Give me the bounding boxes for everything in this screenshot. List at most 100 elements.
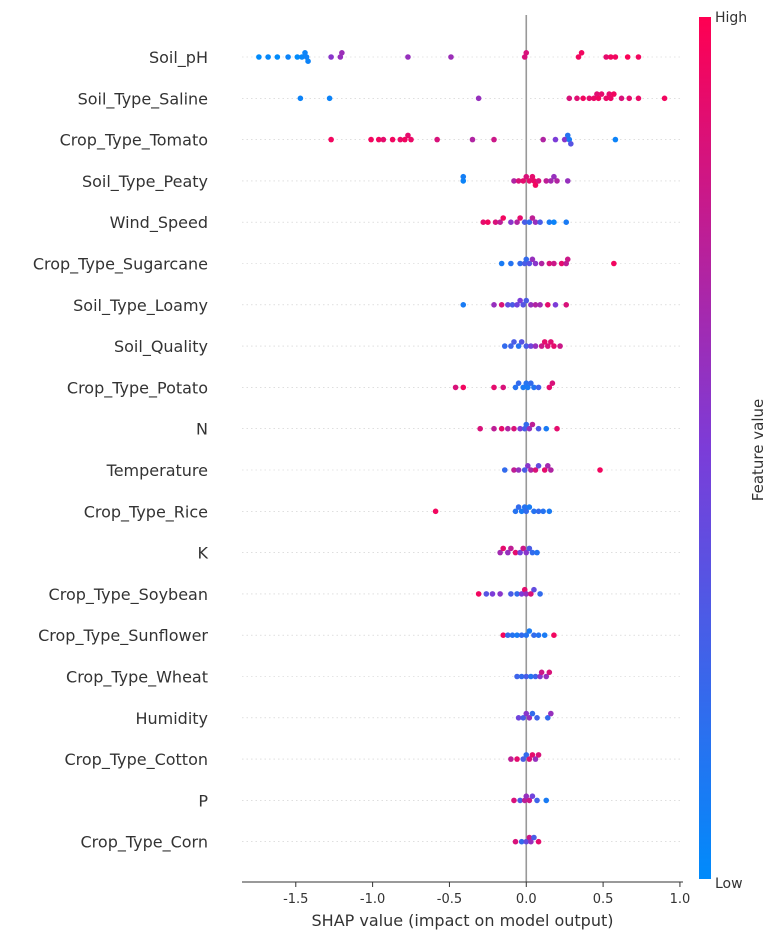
shap-point bbox=[528, 343, 534, 349]
x-tick-label: 0.0 bbox=[516, 892, 537, 907]
shap-point bbox=[339, 50, 345, 56]
shap-point bbox=[508, 545, 514, 552]
shap-point bbox=[563, 302, 570, 308]
x-axis: -1.5 -1.0 -0.5 0.0 0.5 1.0 bbox=[242, 881, 690, 907]
shap-point bbox=[534, 715, 540, 721]
shap-point bbox=[603, 54, 609, 60]
shap-point bbox=[618, 95, 625, 102]
shap-point bbox=[564, 132, 571, 139]
x-axis-label: SHAP value (impact on model output) bbox=[312, 911, 614, 930]
shap-point bbox=[498, 425, 505, 432]
shap-point bbox=[535, 838, 542, 845]
shap-point bbox=[380, 136, 387, 143]
shap-point bbox=[521, 425, 528, 432]
shap-point bbox=[477, 425, 483, 432]
shap-point bbox=[514, 632, 520, 638]
shap-point bbox=[500, 545, 507, 552]
shap-point bbox=[544, 343, 551, 349]
shap-point bbox=[508, 591, 514, 597]
shap-point bbox=[566, 136, 573, 143]
shap-point bbox=[526, 545, 533, 552]
colorbar-title: Feature value bbox=[749, 399, 767, 501]
shap-point bbox=[546, 384, 553, 391]
shap-point bbox=[534, 549, 540, 556]
shap-point bbox=[500, 632, 507, 638]
shap-point bbox=[546, 260, 553, 267]
shap-point bbox=[531, 508, 537, 515]
feature-label: Soil_Quality bbox=[114, 337, 208, 357]
shap-point bbox=[526, 797, 533, 804]
shap-point bbox=[337, 54, 344, 60]
shap-point bbox=[518, 838, 525, 845]
shap-point bbox=[543, 178, 550, 184]
shap-point bbox=[538, 260, 545, 267]
shap-point bbox=[521, 260, 528, 267]
feature-label: Soil_Type_Loamy bbox=[73, 296, 208, 316]
shap-point bbox=[368, 136, 374, 143]
shap-point bbox=[497, 591, 503, 597]
shap-point bbox=[526, 628, 533, 634]
shap-point bbox=[460, 178, 467, 184]
shap-point bbox=[574, 95, 580, 102]
shap-point bbox=[529, 793, 536, 799]
shap-point bbox=[543, 425, 550, 432]
shap-point bbox=[535, 425, 542, 432]
shap-point bbox=[531, 834, 537, 841]
shap-point bbox=[537, 673, 543, 680]
shap-point bbox=[551, 260, 557, 267]
shap-point bbox=[512, 838, 519, 845]
shap-point bbox=[460, 302, 467, 308]
colorbar: High Low Feature value bbox=[699, 10, 767, 892]
shap-point bbox=[544, 302, 551, 308]
shap-point bbox=[529, 173, 536, 180]
shap-point bbox=[520, 545, 526, 552]
shap-point bbox=[523, 591, 530, 597]
shap-point bbox=[500, 215, 507, 221]
shap-point bbox=[624, 54, 631, 60]
shap-point bbox=[564, 178, 571, 184]
shap-point bbox=[460, 173, 467, 180]
x-tick-label: 0.5 bbox=[593, 892, 614, 907]
feature-label: Crop_Type_Corn bbox=[81, 833, 209, 853]
shap-point bbox=[518, 339, 525, 345]
shap-point bbox=[297, 95, 304, 102]
shap-point bbox=[497, 549, 503, 556]
shap-point bbox=[564, 256, 571, 263]
shap-point bbox=[595, 95, 602, 102]
feature-label: Soil_Type_Peaty bbox=[82, 172, 208, 192]
shap-point bbox=[531, 178, 537, 184]
shap-point bbox=[303, 54, 310, 60]
shap-point bbox=[520, 302, 526, 308]
shap-point bbox=[521, 467, 528, 473]
shap-point bbox=[526, 219, 533, 225]
shap-point bbox=[517, 297, 523, 304]
shap-point bbox=[532, 343, 539, 349]
shap-point bbox=[509, 632, 516, 638]
shap-point bbox=[452, 384, 459, 391]
shap-point bbox=[529, 421, 536, 428]
shap-point bbox=[505, 632, 511, 638]
shap-point bbox=[552, 136, 559, 143]
shap-point bbox=[501, 467, 508, 473]
feature-label: Crop_Type_Potato bbox=[67, 378, 208, 398]
shap-point bbox=[607, 95, 614, 102]
shap-point bbox=[546, 508, 553, 515]
shap-point bbox=[509, 302, 516, 308]
shap-point bbox=[515, 178, 522, 184]
shap-point bbox=[528, 467, 534, 473]
shap-point bbox=[328, 54, 334, 60]
shap-point bbox=[508, 756, 514, 762]
shap-point bbox=[523, 50, 530, 56]
shap-point bbox=[594, 91, 600, 97]
feature-label: Soil_pH bbox=[149, 48, 208, 68]
shap-point bbox=[551, 632, 557, 638]
shap-point bbox=[551, 343, 557, 349]
shap-point bbox=[563, 219, 570, 225]
shap-point bbox=[469, 136, 476, 143]
shap-point bbox=[591, 95, 597, 102]
feature-label: Temperature bbox=[106, 461, 208, 480]
shap-point bbox=[274, 54, 281, 60]
shap-point bbox=[508, 219, 514, 225]
feature-labels: Soil_pH Soil_Type_Saline Crop_Type_Tomato S… bbox=[33, 48, 209, 853]
